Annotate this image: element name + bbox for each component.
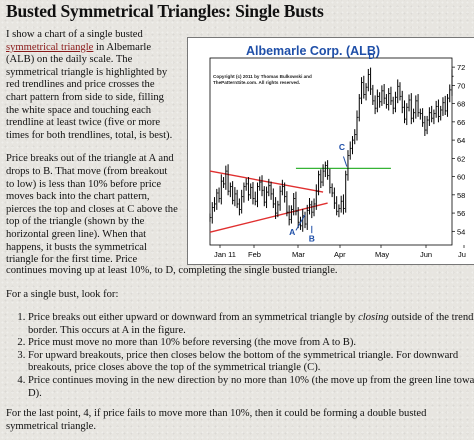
- y-tick-label: 56: [457, 209, 465, 218]
- page-title: Busted Symmetrical Triangles: Single Bus…: [6, 1, 324, 21]
- checklist-text: Price breaks out either upward or downwa…: [28, 312, 359, 323]
- y-tick-label: 64: [457, 136, 465, 145]
- checklist-text: outside of the trendline border. This oc…: [28, 312, 474, 336]
- symmetrical-triangle-link[interactable]: symmetrical triangle: [6, 41, 94, 53]
- y-tick-label: 66: [457, 118, 465, 127]
- upper-trendline: [209, 170, 324, 193]
- y-tick-label: 70: [457, 81, 465, 90]
- x-tick-label: Jan 11: [214, 250, 236, 259]
- label-d: D: [368, 51, 374, 61]
- checklist-text: For upward breakouts, price then closes …: [28, 349, 459, 374]
- x-tick-label: Feb: [248, 250, 261, 259]
- x-tick-label: Jun: [420, 250, 432, 259]
- x-tick-label: May: [375, 250, 389, 259]
- intro-p1-prefix: I show a chart of a single busted: [6, 29, 143, 40]
- checklist-emphasis: closing: [358, 312, 389, 323]
- x-tick-label: Ju: [458, 250, 466, 259]
- chart-copyright-line2: ThePatternSite.com. All rights reserved.: [213, 80, 300, 85]
- intro-continuation: continues moving up at least 10%, to D, …: [6, 265, 338, 276]
- y-tick-label: 54: [457, 227, 465, 236]
- label-b: B: [309, 233, 315, 243]
- chart-title: Albemarle Corp. (ALB): [246, 44, 380, 58]
- checklist-item: Price breaks out either upward or downwa…: [28, 312, 474, 337]
- look-for-heading: For a single bust, look for:: [6, 289, 119, 300]
- checklist-item: Price continues moving in the new direct…: [28, 375, 474, 400]
- checklist-text: Price must move no more than 10% before …: [28, 337, 357, 349]
- intro-column: I show a chart of a single busted symmet…: [6, 29, 178, 278]
- chart-svg: Albemarle Corp. (ALB) Copyright (c) 2011…: [209, 44, 466, 259]
- y-tick-label: 68: [457, 100, 465, 109]
- lower-trendline: [209, 202, 328, 233]
- y-tick-label: 60: [457, 173, 465, 182]
- x-tick-label: Mar: [292, 250, 305, 259]
- plot-frame: [209, 57, 453, 246]
- checklist-item: For upward breakouts, price then closes …: [28, 350, 474, 375]
- checklist-text: Price continues moving in the new direct…: [28, 374, 474, 399]
- label-c: C: [339, 142, 345, 152]
- x-tick-label: Apr: [334, 250, 346, 259]
- y-tick-label: 72: [457, 63, 465, 72]
- arrow-c: [342, 156, 348, 167]
- chart-copyright-line1: Copyright (c) 2011 by Thomas Bulkowski a…: [213, 74, 312, 79]
- intro-paragraph-2: Price breaks out of the triangle at A an…: [6, 153, 178, 266]
- intro-paragraph-1: I show a chart of a single busted symmet…: [6, 29, 178, 142]
- checklist-item: Price must move no more than 10% before …: [28, 337, 474, 350]
- final-paragraph: For the last point, 4, if price fails to…: [6, 408, 427, 432]
- intro-p1-suffix: in Albemarle (ALB) on the daily scale. T…: [6, 41, 173, 141]
- arrow-a: [295, 214, 306, 231]
- albemarle-chart: Albemarle Corp. (ALB) Copyright (c) 2011…: [187, 37, 474, 265]
- y-tick-label: 62: [457, 154, 465, 163]
- y-tick-label: 58: [457, 191, 465, 200]
- bust-checklist: Price breaks out either upward or downwa…: [6, 312, 474, 400]
- label-a: A: [289, 227, 295, 237]
